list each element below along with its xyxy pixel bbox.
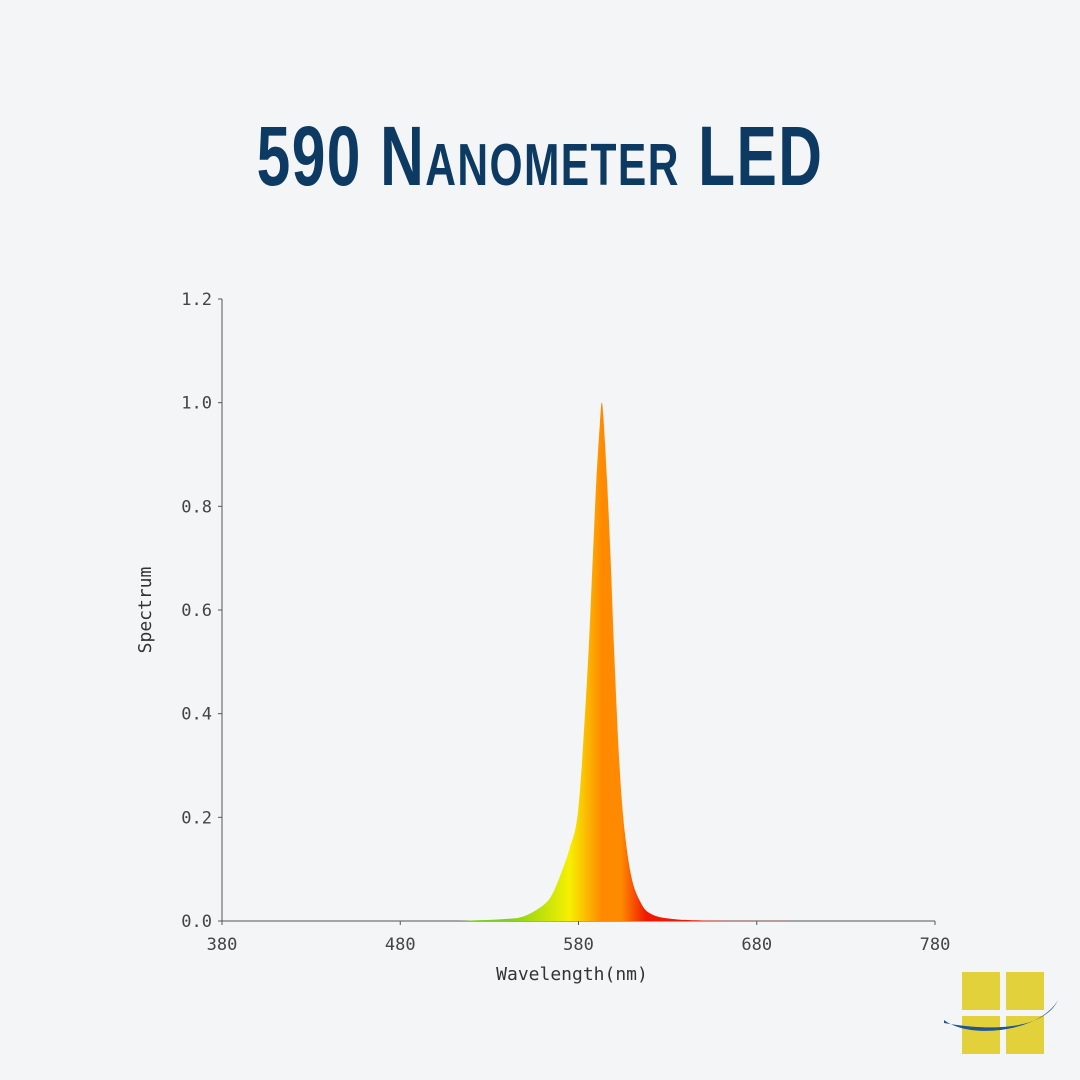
- y-tick-label: 0.0: [181, 912, 212, 932]
- y-tick-label: 1.0: [181, 394, 212, 414]
- y-tick-label: 0.8: [181, 497, 212, 517]
- y-tick-label: 0.4: [181, 705, 212, 725]
- y-axis-label: Spectrum: [135, 567, 156, 654]
- x-tick-label: 380: [207, 935, 238, 955]
- spectrum-area: [222, 402, 935, 921]
- y-tick-label: 0.2: [181, 808, 212, 828]
- x-tick-label: 580: [563, 935, 594, 955]
- x-tick-label: 780: [920, 935, 951, 955]
- y-tick-label: 1.2: [181, 290, 212, 310]
- x-tick-label: 680: [741, 935, 772, 955]
- y-tick-label: 0.6: [181, 601, 212, 621]
- x-tick-label: 480: [385, 935, 416, 955]
- x-axis-label: Wavelength(nm): [496, 964, 648, 985]
- company-logo: [944, 972, 1058, 1054]
- chart-title: 590 Nanometer LED: [256, 109, 824, 203]
